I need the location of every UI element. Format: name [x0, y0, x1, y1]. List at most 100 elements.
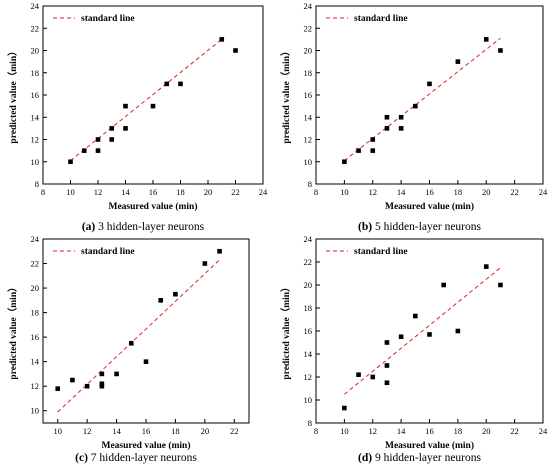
y-tick-label: 18 — [304, 68, 313, 78]
data-point — [384, 126, 390, 131]
chart-panel-3: 10 12 14 16 18 20 22 10 12 14 16 18 20 22 24 standard l… — [7, 234, 250, 464]
data-point — [173, 291, 178, 297]
x-tick-label: 20 — [482, 426, 491, 436]
x-tick-label: 22 — [230, 426, 239, 436]
y-tick-label: 16 — [304, 90, 313, 100]
panel-caption: (a) 3 hidden-layer neurons — [82, 221, 205, 233]
panel-caption-letter: (c) — [75, 452, 88, 464]
data-point — [95, 148, 101, 153]
data-point — [384, 380, 390, 386]
panel-caption-letter: (a) — [82, 221, 96, 233]
y-tick-label: 12 — [304, 135, 313, 145]
x-tick-label: 10 — [66, 187, 75, 197]
data-point — [143, 359, 149, 364]
chart-panel-4: 8 10 12 14 16 18 20 22 24 8 10 12 14 16 18 20 22 24 standa… — [280, 234, 548, 464]
x-tick-label: 14 — [121, 187, 130, 197]
x-tick-label: 22 — [231, 187, 240, 197]
y-tick-label: 22 — [31, 259, 40, 269]
data-point — [99, 383, 105, 389]
x-axis-label: Measured value (min) — [385, 440, 474, 451]
data-point — [95, 137, 101, 142]
data-point — [178, 81, 183, 87]
y-axis-label: predicted value（min） — [280, 282, 292, 379]
data-point — [427, 81, 432, 87]
panel-caption-text: 9 hidden-layer neurons — [372, 452, 481, 464]
data-point — [483, 37, 489, 42]
x-axis-label: Measured value (min) — [101, 440, 190, 451]
x-tick-label: 18 — [454, 187, 463, 197]
data-point — [384, 340, 390, 345]
data-point — [455, 328, 461, 334]
y-tick-label: 24 — [304, 234, 313, 244]
panel-caption-letter: (d) — [358, 452, 372, 464]
standard-line — [57, 259, 220, 413]
legend-label: standard line — [354, 14, 408, 24]
x-tick-label: 16 — [149, 187, 158, 197]
data-point — [398, 334, 404, 340]
y-tick-label: 12 — [304, 372, 313, 382]
y-tick-label: 20 — [304, 280, 313, 290]
legend-label: standard line — [81, 14, 135, 24]
y-tick-label: 14 — [31, 357, 40, 367]
data-point — [68, 159, 73, 165]
x-tick-label: 16 — [142, 426, 151, 436]
x-tick-label: 20 — [482, 187, 491, 197]
y-axis-label: predicted value（min） — [280, 46, 292, 143]
data-point — [413, 313, 418, 319]
data-point — [55, 386, 61, 391]
y-tick-label: 20 — [304, 46, 313, 56]
x-tick-label: 14 — [112, 426, 121, 436]
y-tick-label: 14 — [31, 112, 40, 122]
y-tick-label: 22 — [304, 23, 313, 33]
panel-caption: (d) 9 hidden-layer neurons — [358, 452, 481, 464]
data-point — [427, 332, 432, 337]
data-point — [342, 159, 347, 165]
data-point — [99, 371, 105, 377]
y-axis-label: predicted value（min） — [7, 282, 19, 379]
data-point — [109, 126, 115, 131]
data-point — [123, 103, 128, 109]
x-tick-label: 20 — [201, 426, 210, 436]
y-tick-label: 12 — [31, 381, 40, 391]
y-tick-label: 16 — [304, 326, 313, 336]
data-point — [398, 126, 404, 131]
data-point — [202, 261, 208, 266]
data-point — [128, 340, 134, 346]
data-point — [150, 103, 156, 109]
data-point — [219, 37, 225, 42]
y-tick-label: 12 — [31, 135, 40, 145]
data-point — [217, 248, 222, 254]
plot-frame — [315, 5, 544, 185]
x-tick-label: 16 — [425, 426, 434, 436]
x-tick-label: 24 — [539, 426, 548, 436]
x-axis-label: Measured value (min) — [108, 201, 197, 212]
data-point — [356, 148, 361, 153]
y-tick-label: 10 — [304, 395, 313, 405]
data-point — [70, 377, 75, 383]
y-tick-label: 18 — [31, 308, 40, 318]
data-point — [483, 264, 489, 269]
y-tick-label: 14 — [304, 112, 313, 122]
y-tick-label: 20 — [31, 46, 40, 56]
x-tick-label: 10 — [53, 426, 62, 436]
x-tick-label: 18 — [454, 426, 463, 436]
y-tick-label: 8 — [35, 179, 39, 189]
x-tick-label: 18 — [176, 187, 185, 197]
y-tick-label: 18 — [304, 303, 313, 313]
data-point — [164, 81, 170, 87]
y-tick-label: 22 — [304, 257, 313, 267]
x-tick-label: 8 — [314, 426, 318, 436]
data-point — [109, 137, 115, 142]
x-tick-label: 18 — [171, 426, 180, 436]
panel-caption-letter: (b) — [358, 221, 372, 233]
y-tick-label: 18 — [31, 68, 40, 78]
x-tick-label: 10 — [340, 426, 349, 436]
data-point — [114, 371, 119, 377]
x-tick-label: 12 — [94, 187, 103, 197]
x-tick-label: 20 — [204, 187, 213, 197]
chart-panel-1: 8 10 12 14 16 18 20 22 24 8 10 12 14 16 18 20 22 24 standa… — [7, 1, 268, 233]
data-point — [413, 103, 418, 109]
legend-label: standard line — [81, 247, 135, 257]
data-point — [84, 383, 90, 389]
data-point — [356, 372, 361, 377]
